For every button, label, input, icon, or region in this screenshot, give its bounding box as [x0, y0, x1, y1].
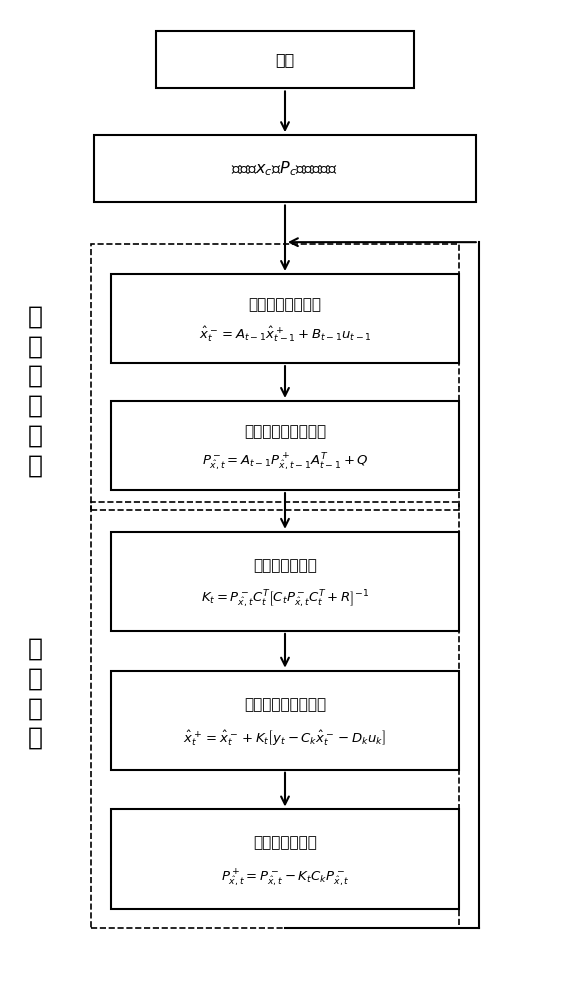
FancyBboxPatch shape: [111, 809, 459, 909]
FancyBboxPatch shape: [111, 671, 459, 770]
Text: 初始化$x_c$和$P_c$的初始估计: 初始化$x_c$和$P_c$的初始估计: [231, 159, 339, 178]
Text: 向前推算状态变量: 向前推算状态变量: [249, 297, 321, 312]
Text: 开始: 开始: [275, 52, 295, 67]
Text: 向前推算误差协方差: 向前推算误差协方差: [244, 424, 326, 439]
FancyBboxPatch shape: [94, 135, 476, 202]
Text: 更新误差协方差: 更新误差协方差: [253, 836, 317, 851]
Text: 量
测
更
新: 量 测 更 新: [27, 637, 43, 750]
Text: 计算卡尔曼增益: 计算卡尔曼增益: [253, 558, 317, 573]
Text: $P_{\hat{x},t}^- = A_{t-1}P_{\hat{x},t-1}^+ A^T_{t-1}+Q$: $P_{\hat{x},t}^- = A_{t-1}P_{\hat{x},t-1…: [202, 451, 368, 472]
Text: $K_t = P_{\hat{x},t}^-C_t^T\left[C_t P_{\hat{x},t}^-C_t^T+R\right]^{-1}$: $K_t = P_{\hat{x},t}^-C_t^T\left[C_t P_{…: [201, 588, 369, 610]
FancyBboxPatch shape: [111, 274, 459, 363]
Text: 由观测值更新估计值: 由观测值更新估计值: [244, 697, 326, 712]
FancyBboxPatch shape: [111, 401, 459, 490]
Text: $P_{\hat{x},t}^+ = P_{\hat{x},t}^- - K_tC_kP_{\hat{x},t}^-$: $P_{\hat{x},t}^+ = P_{\hat{x},t}^- - K_t…: [221, 866, 349, 888]
Text: $\hat{x}_t^+ = \hat{x}_t^- + K_t\left[y_t - C_k\hat{x}_t^- - D_ku_k\right]$: $\hat{x}_t^+ = \hat{x}_t^- + K_t\left[y_…: [184, 728, 386, 748]
FancyBboxPatch shape: [111, 532, 459, 631]
Text: $\hat{x}_t^- = A_{t-1}\hat{x}_{t-1}^+ + B_{t-1}u_{t-1}$: $\hat{x}_t^- = A_{t-1}\hat{x}_{t-1}^+ + …: [198, 325, 372, 344]
Text: 状
态
时
间
更
新: 状 态 时 间 更 新: [27, 305, 43, 477]
FancyBboxPatch shape: [156, 31, 414, 88]
